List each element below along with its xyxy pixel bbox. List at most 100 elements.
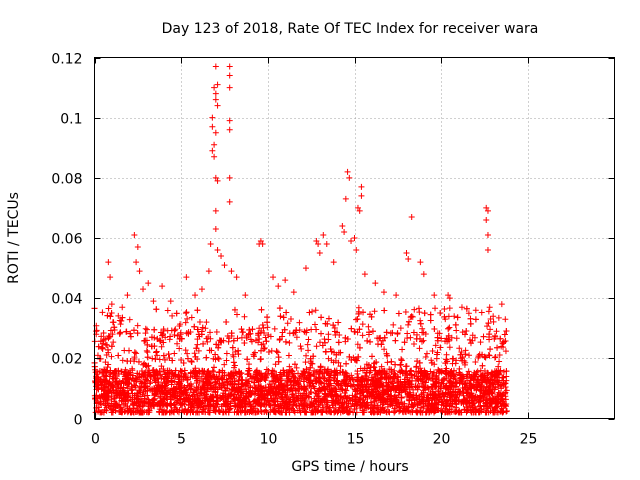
cloud-point	[324, 384, 331, 391]
cloud-point	[259, 321, 266, 328]
cloud-point	[432, 305, 439, 312]
cloud-point	[126, 316, 133, 323]
cloud-point	[213, 341, 220, 348]
cloud-point	[172, 399, 179, 406]
cloud-point	[480, 333, 487, 340]
cloud-point	[340, 369, 347, 376]
cloud-point	[408, 394, 415, 401]
cloud-point	[272, 361, 279, 368]
cloud-point	[420, 389, 427, 396]
cloud-point	[157, 394, 164, 401]
cloud-point	[261, 372, 268, 379]
cloud-point	[456, 369, 463, 376]
cloud-point	[302, 385, 309, 392]
cloud-point	[354, 316, 361, 323]
cloud-point	[234, 335, 241, 342]
cloud-point	[371, 308, 378, 315]
cloud-point	[300, 378, 307, 385]
cloud-point	[172, 388, 179, 395]
cloud-point	[171, 327, 178, 334]
cloud-point	[353, 316, 360, 323]
cloud-point	[203, 319, 210, 326]
cloud-point	[342, 381, 349, 388]
cloud-point	[334, 329, 341, 336]
cloud-point	[498, 343, 505, 350]
cloud-point	[453, 327, 460, 334]
cloud-point	[212, 351, 219, 358]
cloud-point	[316, 378, 323, 385]
cloud-point	[450, 367, 457, 374]
cloud-point	[261, 330, 268, 337]
cloud-point	[159, 331, 166, 338]
cloud-point	[486, 336, 493, 343]
cloud-point	[409, 402, 416, 409]
cloud-point	[184, 376, 191, 383]
cloud-point	[152, 356, 159, 363]
cloud-point	[302, 398, 309, 405]
cloud-point	[234, 311, 241, 318]
cloud-point	[115, 352, 122, 359]
cloud-point	[374, 341, 381, 348]
cloud-point	[351, 328, 358, 335]
cloud-point	[453, 335, 460, 342]
cloud-point	[291, 361, 298, 368]
cloud-point	[221, 361, 228, 368]
cloud-point	[435, 366, 442, 373]
cloud-point	[144, 349, 151, 356]
cloud-point	[405, 318, 412, 325]
cloud-point	[147, 379, 154, 386]
cloud-point	[321, 336, 328, 343]
cloud-point	[398, 356, 405, 363]
cloud-point	[275, 390, 282, 397]
cloud-point	[301, 368, 308, 375]
cloud-point	[184, 392, 191, 399]
cloud-point	[488, 400, 495, 407]
cloud-point	[276, 305, 283, 312]
cloud-point	[484, 374, 491, 381]
cloud-point	[366, 369, 373, 376]
cloud-point	[170, 395, 177, 402]
cloud-point	[364, 393, 371, 400]
cloud-point	[419, 338, 426, 345]
cloud-point	[240, 329, 247, 336]
cloud-point	[116, 330, 123, 337]
cloud-point	[456, 345, 463, 352]
cloud-point	[370, 389, 377, 396]
cloud-point	[385, 391, 392, 398]
cloud-point	[265, 348, 272, 355]
cloud-point	[411, 397, 418, 404]
cloud-point	[256, 335, 263, 342]
cloud-point	[463, 305, 470, 312]
cloud-point	[172, 326, 179, 333]
cloud-point	[354, 341, 361, 348]
cloud-point	[197, 399, 204, 406]
cloud-point	[446, 380, 453, 387]
cloud-point	[442, 370, 449, 377]
cloud-point	[368, 313, 375, 320]
cloud-point	[124, 358, 131, 365]
cloud-point	[313, 369, 320, 376]
cloud-point	[313, 343, 320, 350]
cloud-point	[192, 353, 199, 360]
cloud-point	[486, 331, 493, 338]
cloud-point	[384, 359, 391, 366]
cloud-point	[239, 377, 246, 384]
cloud-point	[439, 408, 446, 415]
cloud-point	[182, 310, 189, 317]
cloud-point	[494, 344, 501, 351]
cloud-point	[490, 381, 497, 388]
cloud-point	[315, 401, 322, 408]
cloud-point	[354, 370, 361, 377]
cloud-point	[108, 343, 115, 350]
cloud-point	[158, 343, 165, 350]
cloud-point	[160, 376, 167, 383]
cloud-point	[137, 403, 144, 410]
cloud-point	[451, 393, 458, 400]
cloud-point	[144, 354, 151, 361]
cloud-point	[204, 338, 211, 345]
cloud-point	[225, 409, 232, 416]
cloud-point	[456, 409, 463, 416]
cloud-point	[390, 408, 397, 415]
cloud-point	[446, 305, 453, 312]
cloud-point	[117, 329, 124, 336]
